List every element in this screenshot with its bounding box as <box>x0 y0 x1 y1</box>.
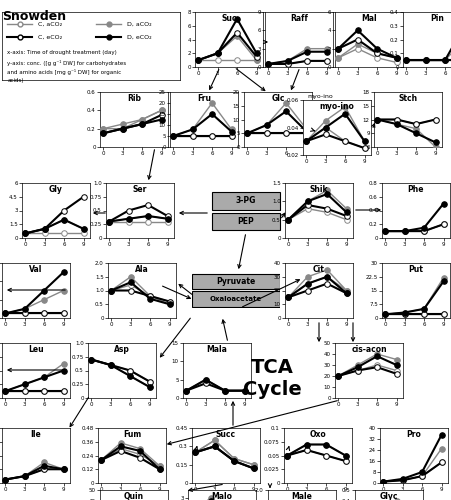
Text: Glyc: Glyc <box>379 492 397 500</box>
Text: Pyruvate: Pyruvate <box>216 277 255 286</box>
Text: Oxaloacetate: Oxaloacetate <box>209 296 262 302</box>
Text: Asp: Asp <box>114 344 129 354</box>
Text: Cit: Cit <box>313 264 324 274</box>
FancyBboxPatch shape <box>212 192 279 210</box>
Text: Succ: Succ <box>216 430 235 438</box>
Text: y-axis: conc. ([g g⁻¹ DW] for carbohydrates: y-axis: conc. ([g g⁻¹ DW] for carbohydra… <box>7 60 126 66</box>
Text: Ala: Ala <box>135 264 148 274</box>
Text: x-axis: Time of drought treatment (day): x-axis: Time of drought treatment (day) <box>7 50 117 55</box>
Text: Fru: Fru <box>197 94 211 102</box>
Text: Glc: Glc <box>271 94 284 102</box>
Text: C, eCO₂: C, eCO₂ <box>37 34 62 40</box>
Text: D, eCO₂: D, eCO₂ <box>126 34 151 40</box>
Text: Stch: Stch <box>397 94 417 102</box>
Text: PEP: PEP <box>237 217 254 226</box>
Text: Ile: Ile <box>31 430 41 438</box>
Text: Put: Put <box>408 264 423 274</box>
Text: Pro: Pro <box>405 430 420 438</box>
Text: Snowden: Snowden <box>2 10 66 23</box>
Text: Oxo: Oxo <box>309 430 326 438</box>
Text: myo-ino: myo-ino <box>306 94 332 99</box>
Text: Leu: Leu <box>28 344 44 354</box>
FancyBboxPatch shape <box>192 292 279 306</box>
FancyBboxPatch shape <box>212 212 279 230</box>
Text: Rib: Rib <box>127 94 141 102</box>
Text: Male: Male <box>291 492 312 500</box>
Text: Malo: Malo <box>211 492 232 500</box>
Text: Ser: Ser <box>133 184 147 194</box>
Text: 3-PG: 3-PG <box>235 196 256 205</box>
Text: and amino acids [mg g⁻¹ DW] for organic: and amino acids [mg g⁻¹ DW] for organic <box>7 69 121 75</box>
Text: Val: Val <box>29 264 42 274</box>
Text: cis-acon: cis-acon <box>350 344 386 354</box>
Text: Quin: Quin <box>124 492 144 500</box>
Text: Phe: Phe <box>407 184 423 194</box>
Text: Pin: Pin <box>429 14 443 22</box>
Text: Mala: Mala <box>206 344 227 354</box>
Text: TCA
Cycle: TCA Cycle <box>242 358 301 399</box>
Text: Fum: Fum <box>123 430 141 438</box>
Text: Shik: Shik <box>309 184 327 194</box>
Text: myo-ino: myo-ino <box>319 102 354 110</box>
FancyBboxPatch shape <box>192 274 279 289</box>
Text: D, aCO₂: D, aCO₂ <box>126 22 151 26</box>
Text: Suc: Suc <box>221 14 236 22</box>
Text: Raff: Raff <box>290 14 307 22</box>
Text: Mal: Mal <box>360 14 376 22</box>
Text: acids): acids) <box>7 78 24 83</box>
Text: C, aCO₂: C, aCO₂ <box>37 22 62 26</box>
Text: Gly: Gly <box>49 184 63 194</box>
